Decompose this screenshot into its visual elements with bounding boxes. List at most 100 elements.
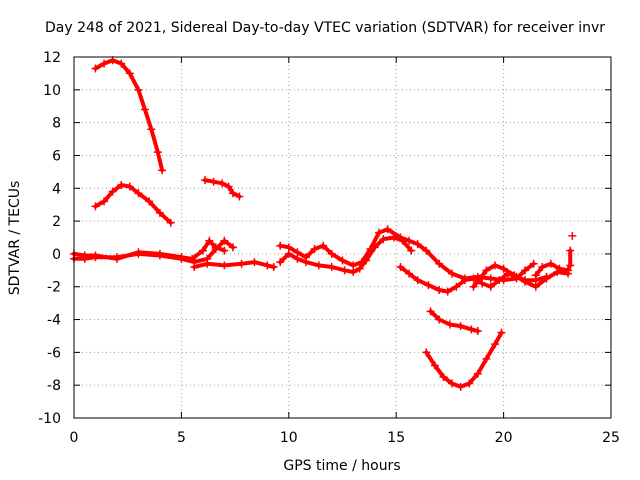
- data-point: [383, 225, 392, 234]
- y-tick-label: -6: [47, 345, 61, 361]
- data-point: [224, 182, 233, 191]
- data-point: [327, 263, 336, 272]
- data-point: [108, 187, 117, 196]
- data-point: [405, 269, 414, 278]
- data-point: [375, 228, 384, 237]
- data-point: [218, 179, 227, 188]
- data-point: [338, 256, 347, 265]
- data-point: [486, 274, 495, 283]
- data-point: [145, 197, 154, 206]
- data-point: [521, 277, 530, 286]
- x-tick-label: 5: [177, 430, 186, 446]
- data-point: [125, 182, 134, 191]
- series-isolated-points: [568, 231, 577, 240]
- data-point: [237, 259, 246, 268]
- data-point: [117, 59, 126, 68]
- data-point: [510, 271, 519, 280]
- grid-layer: [74, 57, 611, 418]
- data-point: [542, 274, 551, 283]
- data-point: [499, 264, 508, 273]
- data-point: [220, 236, 229, 245]
- y-tick-label: -8: [47, 378, 61, 394]
- data-point: [465, 379, 474, 388]
- data-point: [147, 125, 156, 134]
- data-point: [445, 320, 454, 329]
- data-point: [153, 148, 162, 157]
- y-tick-label: 12: [43, 50, 61, 66]
- data-point: [456, 382, 465, 391]
- data-point: [413, 276, 422, 285]
- x-axis-label: GPS time / hours: [283, 458, 400, 474]
- series-track-evening-b: [469, 261, 573, 291]
- data-point: [568, 231, 577, 240]
- data-point: [314, 261, 323, 270]
- data-point: [424, 281, 433, 290]
- data-point: [301, 253, 310, 262]
- data-point: [91, 251, 100, 260]
- data-point: [269, 263, 278, 272]
- series-track-low-arc: [422, 328, 506, 391]
- data-point: [134, 85, 143, 94]
- y-tick-label: 4: [52, 181, 61, 197]
- data-point: [396, 263, 405, 272]
- x-tick-label: 20: [495, 430, 513, 446]
- series-track-short-segment: [201, 176, 244, 201]
- data-point: [486, 282, 495, 291]
- series-line: [533, 248, 573, 278]
- y-tick-label: 0: [52, 247, 61, 263]
- data-point: [211, 243, 220, 252]
- data-point: [482, 266, 491, 275]
- series-line: [93, 58, 165, 173]
- data-point: [482, 354, 491, 363]
- data-point: [166, 218, 175, 227]
- data-point: [531, 271, 540, 280]
- data-point: [155, 249, 164, 258]
- chart-title: Day 248 of 2021, Sidereal Day-to-day VTE…: [45, 20, 605, 36]
- data-point: [443, 287, 452, 296]
- data-point: [91, 202, 100, 211]
- series-track-late-short: [531, 246, 575, 280]
- data-point: [100, 59, 109, 68]
- tick-layer: 0 5 10 15 20 25 -10 -8 -6 -4 -2 0 2 4 6 8 10 12: [38, 50, 620, 446]
- data-point: [340, 266, 349, 275]
- series-line: [192, 260, 276, 269]
- data-point: [566, 261, 575, 270]
- data-point: [448, 379, 457, 388]
- data-point: [158, 166, 167, 175]
- data-point: [396, 233, 405, 242]
- y-tick-label: 10: [43, 83, 61, 99]
- data-point: [448, 269, 457, 278]
- series-track-high-arc: [91, 56, 167, 175]
- data-point: [293, 248, 302, 257]
- data-point: [531, 282, 540, 291]
- data-point: [473, 327, 482, 336]
- x-tick-label: 15: [387, 430, 405, 446]
- data-point: [555, 264, 564, 273]
- data-point: [319, 241, 328, 250]
- data-point: [566, 246, 575, 255]
- series-track-mid-arc: [91, 180, 175, 227]
- data-point: [452, 282, 461, 291]
- data-point: [430, 361, 439, 370]
- data-point: [155, 208, 164, 217]
- data-point: [439, 372, 448, 381]
- data-point: [201, 176, 210, 185]
- y-tick-label: -2: [47, 280, 61, 296]
- y-tick-label: 2: [52, 214, 61, 230]
- x-tick-label: 10: [280, 430, 298, 446]
- data-point: [422, 348, 431, 357]
- plot-frame: [73, 56, 612, 419]
- data-point: [140, 105, 149, 114]
- data-point: [469, 282, 478, 291]
- data-point: [228, 189, 237, 198]
- data-point: [263, 261, 272, 270]
- data-point: [379, 235, 388, 244]
- data-point: [188, 254, 197, 263]
- data-point: [491, 261, 500, 270]
- data-point: [413, 240, 422, 249]
- series-line: [93, 183, 173, 225]
- series-track-baseline-b: [70, 236, 229, 263]
- data-point: [134, 189, 143, 198]
- data-point: [228, 243, 237, 252]
- data-point: [310, 244, 319, 253]
